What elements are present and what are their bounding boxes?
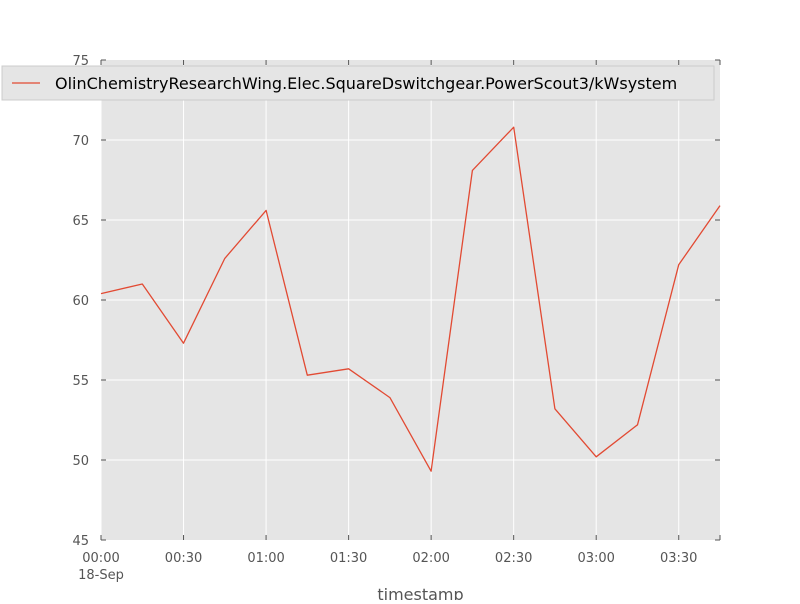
x-tick-label: 03:30 — [660, 551, 697, 566]
legend: OlinChemistryResearchWing.Elec.SquareDsw… — [1, 65, 715, 101]
y-tick-label: 75 — [72, 54, 89, 69]
series-layer — [100, 126, 721, 472]
x-tick-label: 02:30 — [495, 551, 532, 566]
x-axis-label: timestamp — [377, 585, 463, 600]
grid-lines — [100, 60, 720, 540]
legend-box — [1, 65, 715, 101]
x-tick-label: 01:30 — [330, 551, 367, 566]
tick-labels: 00:00 18-Sep 00:30 01:00 01:30 02:00 02:30 03:0… — [72, 54, 697, 583]
y-tick-label: 50 — [72, 454, 89, 469]
x-tick-label: 03:00 — [577, 551, 614, 566]
x-tick-label: 00:00 — [82, 551, 119, 566]
series-line — [100, 126, 721, 472]
x-tick-label: 02:00 — [412, 551, 449, 566]
y-tick-label: 55 — [72, 374, 89, 389]
x-tick-label: 01:00 — [247, 551, 284, 566]
y-tick-label: 70 — [72, 134, 89, 149]
legend-label: OlinChemistryResearchWing.Elec.SquareDsw… — [55, 74, 677, 93]
axis-ticks — [100, 59, 721, 541]
x-tick-label: 00:30 — [165, 551, 202, 566]
x-date-label: 18-Sep — [78, 568, 124, 583]
y-tick-label: 65 — [72, 214, 89, 229]
y-tick-label: 45 — [72, 534, 89, 549]
y-tick-label: 60 — [72, 294, 89, 309]
